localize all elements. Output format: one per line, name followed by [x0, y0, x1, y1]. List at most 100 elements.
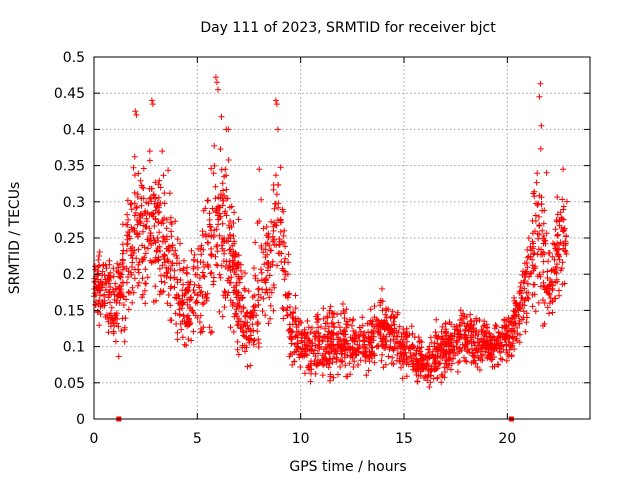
data-point [158, 220, 165, 227]
data-point [254, 277, 261, 284]
data-point [305, 362, 312, 369]
data-point [201, 273, 208, 280]
data-point [150, 191, 157, 198]
data-point [136, 269, 142, 276]
data-point [144, 274, 151, 281]
data-point [102, 279, 109, 286]
data-point [224, 195, 231, 202]
data-point [217, 274, 224, 281]
data-point [359, 314, 366, 321]
data-point [262, 254, 269, 261]
data-point [284, 312, 291, 319]
data-point [254, 328, 261, 335]
data-point [404, 332, 411, 339]
data-point [274, 262, 280, 269]
data-point [450, 355, 457, 362]
data-point [211, 162, 218, 169]
data-point [471, 342, 478, 349]
data-point [105, 318, 112, 325]
data-point [341, 310, 348, 317]
data-point [304, 330, 311, 337]
data-point [134, 204, 140, 211]
data-point [539, 251, 546, 258]
data-point [488, 352, 495, 359]
data-point [327, 344, 334, 351]
data-point [200, 246, 207, 253]
data-point [274, 126, 281, 133]
data-point [521, 285, 528, 292]
data-point [492, 345, 498, 352]
data-point [518, 290, 524, 297]
x-tick-label: 10 [292, 431, 310, 447]
data-point [546, 281, 553, 288]
data-point [258, 269, 265, 276]
data-point [95, 270, 102, 277]
data-point [403, 373, 410, 380]
data-point [233, 282, 240, 289]
data-point [532, 263, 539, 270]
data-point [561, 225, 568, 232]
data-point [517, 283, 524, 290]
data-point [522, 328, 529, 335]
data-point [139, 275, 146, 282]
data-point [146, 211, 153, 218]
data-point [96, 249, 103, 255]
data-point [117, 273, 124, 280]
data-point [471, 325, 477, 332]
data-point [439, 333, 445, 340]
data-point [207, 329, 214, 336]
data-point [367, 306, 374, 313]
data-point [327, 377, 333, 384]
data-point [388, 322, 395, 329]
data-point [536, 93, 543, 100]
data-point [220, 187, 226, 194]
data-point [335, 341, 342, 348]
data-point [417, 372, 424, 379]
x-axis-label: GPS time / hours [289, 459, 406, 475]
data-point [370, 333, 377, 340]
data-point [343, 318, 350, 325]
data-point [399, 375, 406, 382]
data-point [267, 247, 274, 254]
data-point [153, 204, 160, 211]
data-point [233, 279, 240, 286]
data-point [449, 332, 456, 339]
data-point [156, 265, 163, 272]
data-point [557, 267, 564, 274]
data-point [97, 292, 104, 299]
data-point [234, 300, 241, 307]
data-point [237, 325, 244, 332]
data-point [116, 284, 123, 290]
data-point [524, 254, 531, 261]
data-point [214, 212, 221, 219]
data-point [453, 323, 460, 330]
data-point [508, 352, 515, 359]
data-point [451, 346, 458, 353]
data-point [225, 157, 232, 163]
data-point [499, 356, 506, 363]
data-point [288, 335, 294, 342]
data-point [530, 190, 537, 197]
data-point [350, 364, 357, 370]
data-point [551, 241, 558, 248]
data-point [302, 370, 308, 377]
data-point [561, 280, 568, 287]
data-point [434, 340, 441, 347]
data-point [554, 194, 561, 201]
data-point [283, 307, 290, 314]
data-point [509, 342, 516, 349]
data-point [439, 373, 446, 380]
chart-title: Day 111 of 2023, SRMTID for receiver bjc… [200, 20, 496, 36]
data-point [469, 345, 475, 352]
data-point [486, 329, 493, 336]
data-point [556, 292, 563, 299]
data-point [331, 310, 338, 317]
data-point [391, 333, 397, 340]
data-point [497, 339, 504, 346]
data-point [390, 318, 397, 325]
data-point [474, 364, 481, 370]
data-point [167, 266, 174, 273]
data-point [184, 264, 191, 271]
data-point [266, 272, 273, 279]
data-point [230, 328, 237, 335]
